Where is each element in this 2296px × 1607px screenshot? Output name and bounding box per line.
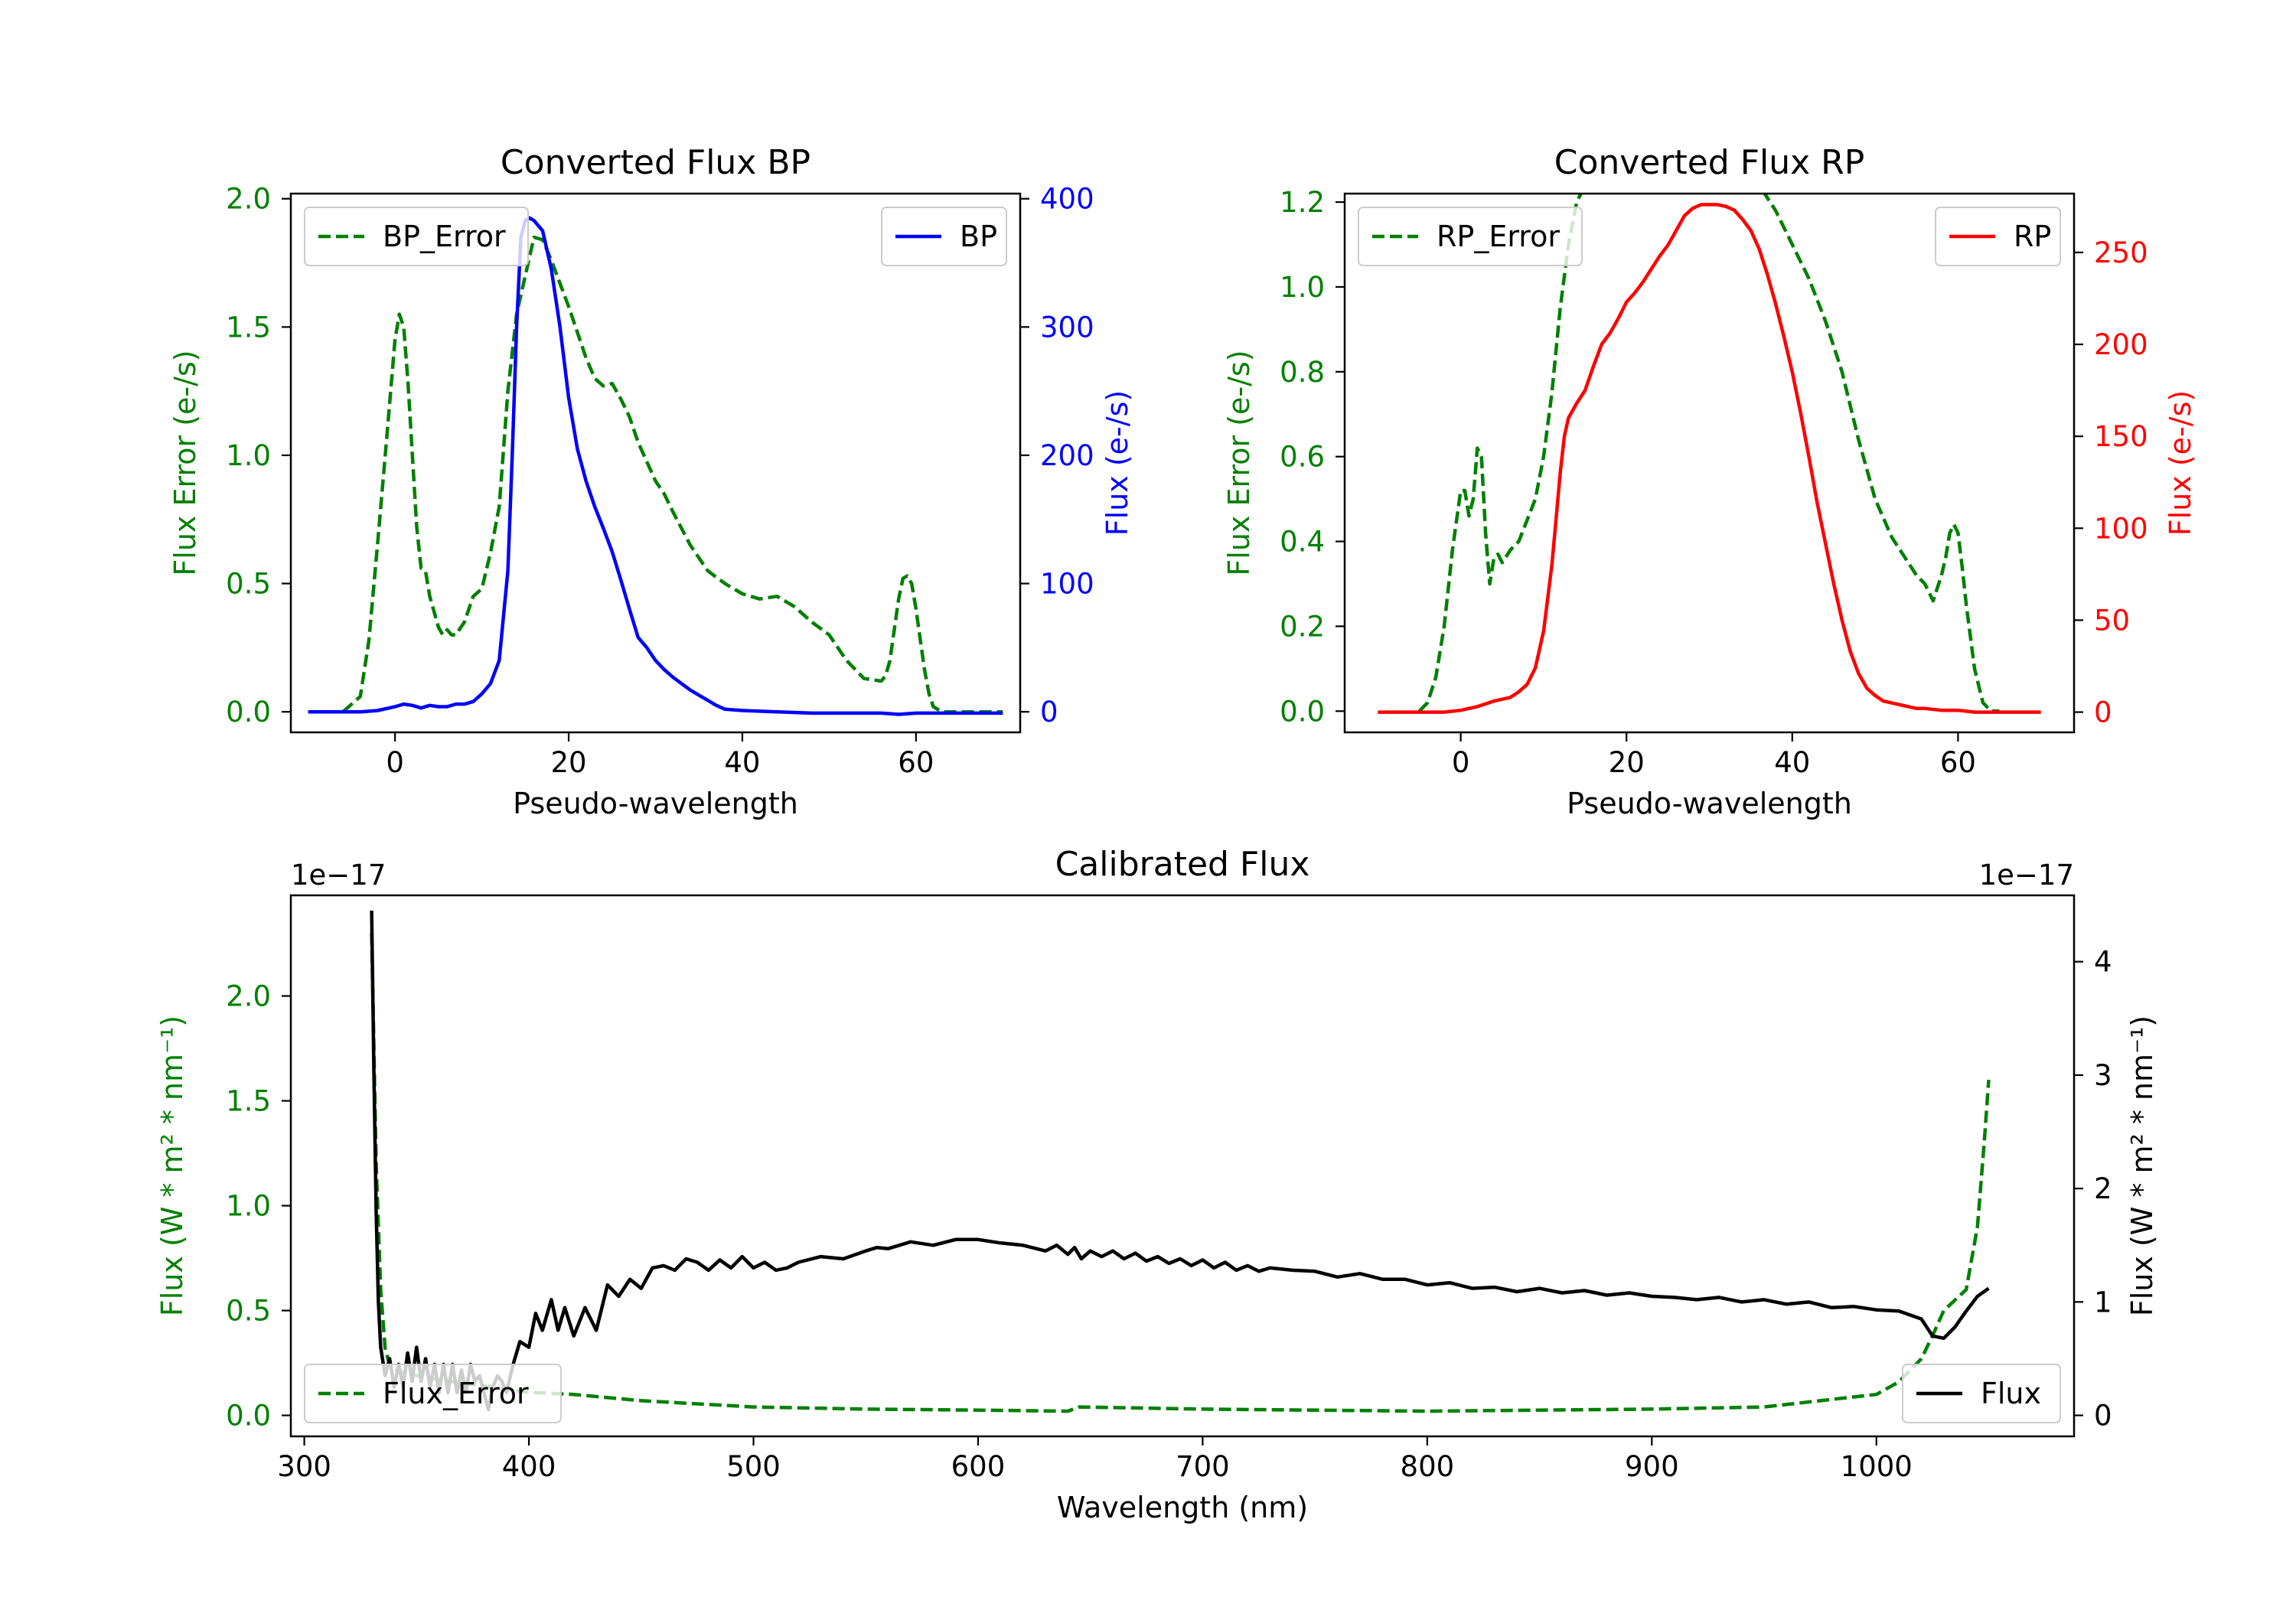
legend-label: BP [960,220,997,253]
legend-box [1935,207,2061,266]
y-left-tick-label: 0.0 [1280,695,1325,728]
y-right-axis-label: Flux (W * m² * nm⁻¹) [2125,1015,2159,1316]
y-right-tick-label: 0 [2094,1400,2112,1433]
y-right-tick-label: 2 [2094,1172,2112,1205]
y-left-axis-label: Flux Error (e-/s) [1222,350,1256,575]
legend-rp-error: RP_Error [1358,207,1583,266]
x-axis-label: Wavelength (nm) [1057,1491,1308,1524]
y-left-tick-label: 0.0 [226,1400,271,1433]
y-left-tick-label: 1.5 [226,1085,271,1118]
y-right-tick-label: 100 [1040,568,1094,601]
legend-bp: BP [881,207,1007,266]
legend-label: RP [2014,220,2051,253]
plot-frame [1343,192,2076,734]
y-left-tick-label: 0.5 [226,1295,271,1328]
y-left-tick-label: 1.0 [1280,271,1325,304]
x-tick-label: 0 [386,746,404,779]
legend-box [304,1364,562,1423]
x-tick-label: 20 [551,746,587,779]
legend-label: Flux [1981,1377,2041,1410]
y-right-tick-label: 3 [2094,1059,2112,1092]
y-left-tick-label: 2.0 [226,980,271,1013]
y-right-tick-label: 300 [1040,311,1094,344]
chart-bp: 0 20 40 60 0.0 0.5 1.0 1.5 2.0 0 100 200 300 400 Conve… [168,143,1134,820]
x-tick-label: 800 [1401,1450,1455,1483]
y-left-tick-label: 2.0 [226,183,271,216]
x-tick-label: 1000 [1841,1450,1913,1483]
y-left-tick-label: 1.0 [226,439,271,472]
x-tick-label: 500 [726,1450,781,1483]
y-right-tick-label: 100 [2094,512,2148,545]
charts-layer: 0 20 40 600.00.51.01.52.00100200300400Conve… [155,143,2197,1524]
series-line-rp-error [1417,194,2000,713]
y-left-tick-label: 1.2 [1280,186,1325,219]
x-tick-label: 0 [1452,746,1470,779]
legend-box [1902,1364,2061,1423]
x-tick-label: 40 [724,746,760,779]
x-tick-label: 40 [1774,746,1810,779]
legend-bp-error: BP_Error [304,207,529,266]
series-line-rp [1378,203,2041,714]
legend-flux-error: Flux_Error [304,1364,562,1423]
y-left-tick-label: 0.6 [1280,441,1325,474]
legend-box [1358,207,1583,266]
y-left-offset-label: 1e−17 [291,859,386,892]
y-right-tick-label: 50 [2094,604,2130,637]
y-right-axis-label: Flux (e-/s) [2164,390,2197,536]
legend-box [304,207,529,266]
x-tick-label: 60 [1940,746,1976,779]
legend-label: BP_Error [383,220,506,253]
y-left-axis-label: Flux Error (e-/s) [168,350,202,575]
y-right-tick-label: 0 [2094,696,2112,729]
series-line-bp-error [308,235,1003,714]
x-tick-label: 300 [277,1450,331,1483]
legend-flux: Flux [1902,1364,2061,1423]
legend-label: Flux_Error [383,1377,529,1410]
y-right-tick-label: 400 [1040,183,1094,216]
legend-rp: RP [1935,207,2061,266]
y-left-tick-label: 0.8 [1280,356,1325,389]
chart-calibrated: 300 400 500 600 700 800 900 1000 0.0 0.5 1.0 1.5 2.0… [155,845,2159,1524]
y-left-axis-label: Flux (W * m² * nm⁻¹) [155,1015,189,1316]
y-left-tick-label: 1.5 [226,311,271,344]
y-left-tick-label: 1.0 [226,1190,271,1223]
y-right-tick-label: 200 [1040,439,1094,472]
x-tick-label: 700 [1176,1450,1230,1483]
y-right-offset-label: 1e−17 [1979,859,2074,892]
chart-title: Converted Flux RP [1554,143,1865,182]
x-tick-label: 400 [502,1450,556,1483]
legend-label: RP_Error [1437,220,1560,253]
y-left-tick-label: 0.4 [1280,526,1325,559]
x-axis-label: Pseudo-wavelength [1567,787,1852,820]
y-right-tick-label: 0 [1040,696,1058,729]
series-line-bp [308,216,1003,716]
y-left-tick-label: 0.5 [226,568,271,601]
x-tick-label: 900 [1625,1450,1679,1483]
chart-title: Converted Flux BP [501,143,810,182]
y-left-tick-label: 0.0 [226,696,271,729]
y-right-axis-label: Flux (e-/s) [1101,390,1134,536]
plot-frame [289,192,1022,734]
y-left-tick-label: 0.2 [1280,610,1325,643]
chart-rp: 0 20 40 60 0.0 0.2 0.4 0.6 0.8 1.0 1.2 0 50 100 150 200… [1222,143,2197,820]
legend-box [881,207,1007,266]
x-tick-label: 600 [951,1450,1006,1483]
y-right-tick-label: 1 [2094,1286,2112,1319]
y-right-tick-label: 150 [2094,420,2148,453]
x-tick-label: 60 [898,746,934,779]
x-axis-label: Pseudo-wavelength [513,787,798,820]
y-right-tick-label: 200 [2094,328,2148,361]
y-right-tick-label: 4 [2094,946,2112,979]
chart-title: Calibrated Flux [1055,845,1310,884]
plot-frame [289,894,2076,1438]
x-tick-label: 20 [1609,746,1645,779]
y-right-tick-label: 250 [2094,236,2148,269]
